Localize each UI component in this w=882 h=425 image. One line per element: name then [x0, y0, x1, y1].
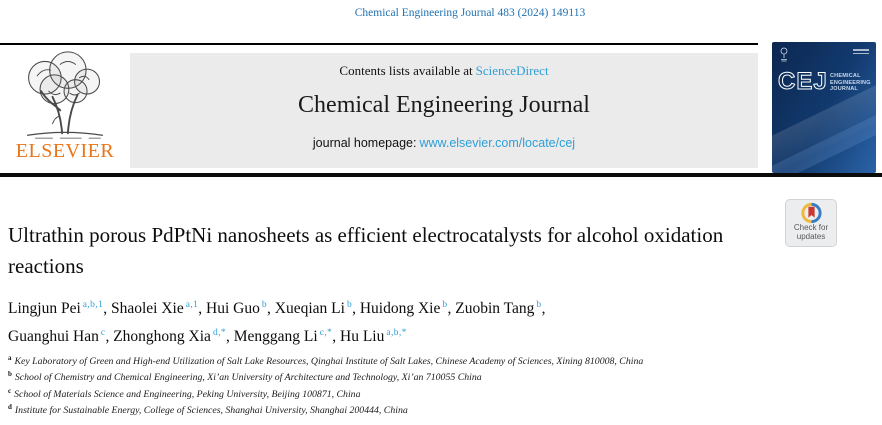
sciencedirect-link[interactable]: ScienceDirect	[475, 63, 549, 78]
author: Shaolei Xie a,1,	[110, 300, 207, 317]
cover-title-line: CHEMICAL	[830, 73, 861, 79]
author-superscript: a,b,*	[386, 328, 407, 338]
elsevier-logo[interactable]: ELSEVIER	[6, 49, 124, 169]
check-updates-badge[interactable]: Check for updates	[785, 199, 837, 247]
author: Zuobin Tang b,	[455, 300, 546, 317]
author-name: Zuobin Tang	[455, 300, 535, 317]
author: Xueqian Li b,	[274, 300, 360, 317]
author-superscript: d,*	[212, 328, 227, 338]
author-superscript: b	[536, 300, 542, 310]
author-superscript: b	[261, 300, 268, 310]
author: Hui Guo b,	[206, 300, 275, 317]
homepage-line: journal homepage: www.elsevier.com/locate…	[130, 136, 758, 150]
author-superscript: b	[442, 300, 448, 310]
author-name: Menggang Li	[233, 328, 318, 345]
cover-abbrev-art: CEJ	[778, 68, 828, 96]
author: Lingjun Pei a,b,1,	[8, 300, 111, 317]
cover-title-line: JOURNAL	[830, 86, 858, 92]
author-superscript: b	[346, 300, 353, 310]
journal-banner: Contents lists available at ScienceDirect…	[130, 53, 758, 168]
author-superscript: a,b,1	[82, 300, 104, 310]
author-superscript: c,*	[319, 328, 333, 338]
elsevier-tree-icon	[26, 51, 104, 139]
author-name: Lingjun Pei	[8, 300, 81, 317]
author: Guanghui Han c,	[8, 328, 114, 345]
journal-banner-title: Chemical Engineering Journal	[298, 92, 590, 118]
affiliation: d Institute for Sustainable Energy, Colle…	[8, 401, 780, 417]
affiliation: b School of Chemistry and Chemical Engine…	[8, 368, 780, 384]
author-name: Hu Liu	[340, 328, 385, 345]
homepage-label: journal homepage:	[312, 136, 417, 150]
affiliation-text: Key Laboratory of Green and High-end Uti…	[14, 356, 644, 367]
author-name: Hui Guo	[206, 300, 260, 317]
author: Hu Liu a,b,*	[340, 328, 407, 345]
affiliation-text: School of Chemistry and Chemical Enginee…	[14, 372, 482, 384]
contents-text: Contents lists available at	[339, 63, 473, 78]
affiliation-marker: d	[8, 403, 12, 412]
contents-line: Contents lists available at ScienceDirect	[130, 63, 758, 79]
check-updates-label: Check for updates	[786, 223, 836, 241]
cover-abbrev: CEJ	[778, 68, 828, 95]
header-bottom-rule	[0, 173, 882, 177]
author: Huidong Xie b,	[359, 300, 456, 317]
affiliation-marker: b	[8, 370, 12, 379]
journal-cover[interactable]: CEJ CHEMICAL ENGINEERING JOURNAL	[772, 42, 876, 173]
author-name: Xueqian Li	[274, 300, 345, 317]
check-updates-line1: Check for	[793, 223, 829, 232]
author-superscript: a,1	[185, 300, 199, 310]
cover-title: CHEMICAL ENGINEERING JOURNAL	[830, 73, 871, 93]
cover-tree-mark-icon	[780, 47, 788, 62]
author: Zhonghong Xia d,*,	[113, 328, 234, 345]
cover-title-line: ENGINEERING	[830, 79, 871, 86]
homepage-url-link[interactable]: www.elsevier.com/locate/cej	[419, 136, 576, 150]
article-title: Ultrathin porous PdPtNi nanosheets as ef…	[8, 223, 724, 278]
author-name: Guanghui Han	[8, 328, 99, 345]
crossmark-icon	[800, 202, 822, 224]
affiliation-marker: a	[8, 354, 12, 362]
affiliation-list: a Key Laboratory of Green and High-end Ut…	[8, 352, 780, 418]
author-list: Lingjun Pei a,b,1, Shaolei Xie a,1, Hui Gu…	[8, 293, 734, 349]
author-name: Shaolei Xie	[110, 300, 184, 317]
affiliation: a Key Laboratory of Green and High-end Ut…	[8, 352, 780, 368]
affiliation: c School of Materials Science and Enginee…	[8, 385, 780, 401]
elsevier-wordmark: ELSEVIER	[15, 140, 115, 162]
affiliation-marker: c	[8, 386, 12, 395]
cover-issn-mark	[853, 49, 869, 56]
affiliation-text: Institute for Sustainable Energy, Colleg…	[14, 405, 408, 417]
affiliation-text: School of Materials Science and Engineer…	[14, 388, 361, 400]
check-updates-line2: updates	[796, 231, 826, 241]
journal-citation: Chemical Engineering Journal 483 (2024) …	[354, 7, 586, 19]
author-name: Huidong Xie	[359, 300, 441, 317]
author: Menggang Li c,*,	[233, 328, 341, 345]
author-name: Zhonghong Xia	[113, 328, 211, 345]
header-top-rule	[0, 43, 758, 45]
author-superscript: c	[100, 328, 106, 338]
